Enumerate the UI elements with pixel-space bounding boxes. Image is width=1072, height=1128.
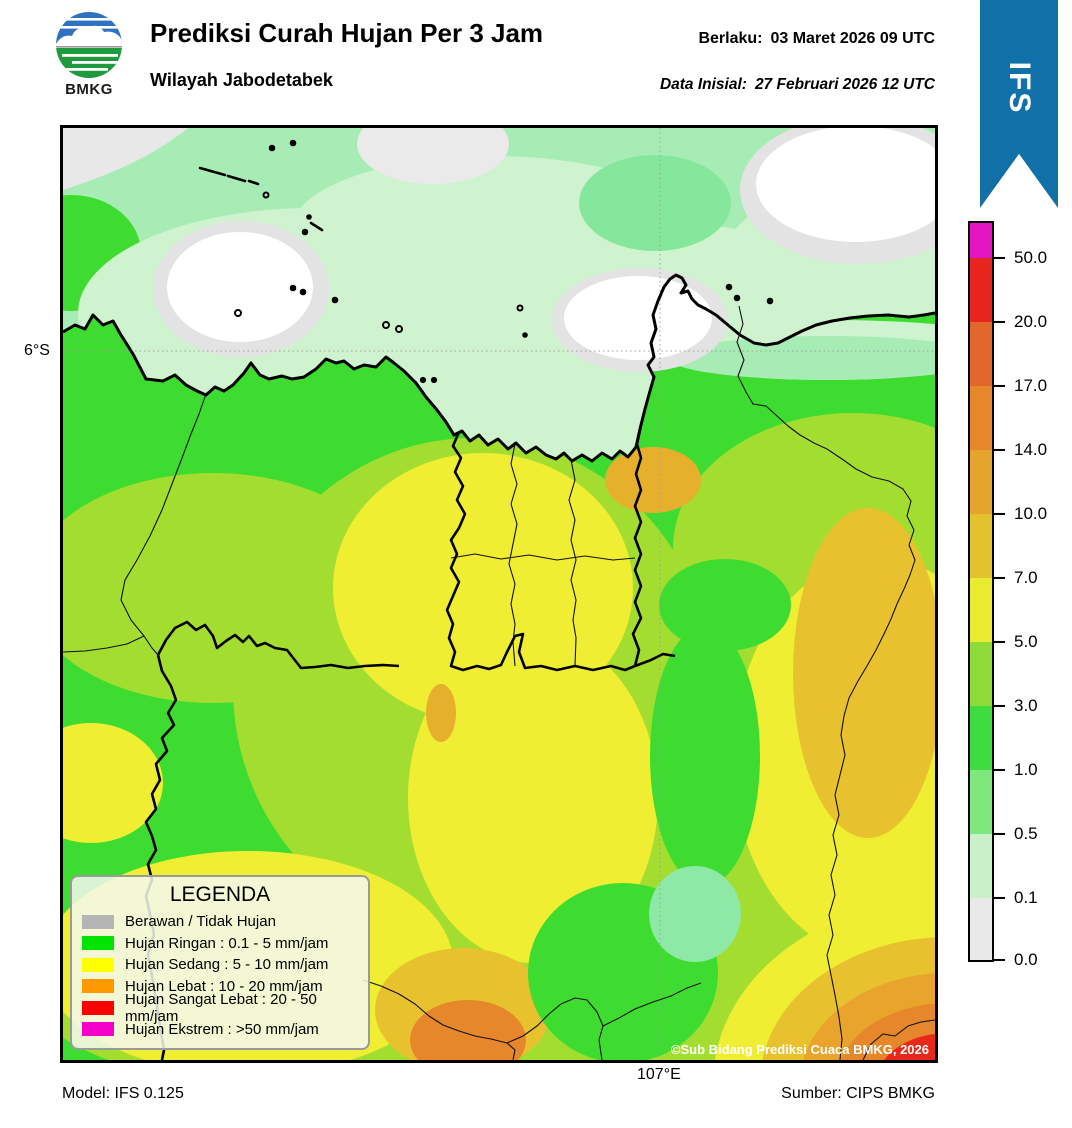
- legend-item: Berawan / Tidak Hujan: [82, 911, 358, 933]
- colorbar-tick-label: 3.0: [1014, 696, 1038, 715]
- initial-data-time: Data Inisial: 27 Februari 2026 12 UTC: [660, 76, 935, 94]
- page-subtitle: Wilayah Jabodetabek: [150, 70, 333, 90]
- colorbar-tick: [994, 641, 1005, 643]
- latitude-tick-label: 6°S: [24, 342, 50, 359]
- legend-title: LEGENDA: [169, 883, 271, 906]
- colorbar-tick-label: 1.0: [1014, 760, 1038, 779]
- colorbar-tick: [994, 321, 1005, 323]
- colorbar-tick: [994, 577, 1005, 579]
- legend-box: LEGENDA Berawan / Tidak Hujan Hujan Ringa…: [70, 875, 370, 1050]
- legend-item-label: Hujan Ringan : 0.1 - 5 mm/jam: [125, 934, 329, 952]
- legend-color-swatch: [82, 1000, 114, 1015]
- footer-source-info: Sumber: CIPS BMKG: [781, 1085, 935, 1102]
- colorbar-segment: [970, 450, 992, 514]
- colorbar-tick-label: 5.0: [1014, 632, 1038, 651]
- rainfall-colorbar: 50.0 20.0 17.0 14.0 10.0 7.0 5.0 3.0 1.0 0.5 0.1 0.…: [968, 221, 1072, 969]
- initial-data-label: Data Inisial:: [659, 76, 747, 93]
- legend-item: Hujan Ringan : 0.1 - 5 mm/jam: [82, 933, 358, 955]
- longitude-tick-label: 107°E: [637, 1066, 681, 1083]
- legend-item: Hujan Ekstrem : >50 mm/jam: [82, 1019, 358, 1041]
- colorbar-tick-label: 0.1: [1014, 888, 1038, 907]
- legend-color-swatch: [82, 1022, 114, 1037]
- colorbar-segment: [970, 258, 992, 322]
- coastline: [62, 273, 936, 463]
- colorbar-segment: [970, 322, 992, 386]
- colorbar-tick-label: 7.0: [1014, 568, 1038, 587]
- legend-item-label: Berawan / Tidak Hujan: [125, 913, 276, 931]
- islands: [198, 139, 774, 384]
- colorbar-tick: [994, 833, 1005, 835]
- rainfall-map: ©Sub Bidang Prediksi Cuaca BMKG, 2026 LE…: [1, 104, 1028, 1063]
- model-ribbon-text: IFS: [1003, 61, 1036, 115]
- colorbar-tick-label: 0.0: [1014, 950, 1038, 969]
- colorbar-segment: [970, 514, 992, 578]
- legend-item-label: Hujan Sangat Lebat : 20 - 50 mm/jam: [125, 990, 317, 1025]
- colorbar-segment: [970, 834, 992, 898]
- colorbar-tick: [994, 385, 1005, 387]
- page-title: Prediksi Curah Hujan Per 3 Jam: [150, 18, 544, 48]
- legend-item: Hujan Lebat : 10 - 20 mm/jam: [82, 976, 358, 998]
- legend-item: Hujan Sedang : 5 - 10 mm/jam: [82, 954, 358, 976]
- valid-time-label: Berlaku:: [698, 30, 763, 47]
- colorbar-segment: [970, 898, 992, 960]
- legend-item-label: Hujan Sedang : 5 - 10 mm/jam: [125, 956, 329, 974]
- colorbar-tick: [994, 959, 1005, 961]
- initial-data-value: 27 Februari 2026 12 UTC: [754, 76, 935, 93]
- valid-time-value: 03 Maret 2026 09 UTC: [770, 30, 935, 47]
- colorbar-tick: [994, 449, 1005, 451]
- bmkg-logo-icon: [56, 12, 122, 78]
- graticule: [63, 128, 935, 1060]
- colorbar-segment: [970, 578, 992, 642]
- colorbar-tick-label: 0.5: [1014, 824, 1038, 843]
- colorbar-segment: [970, 770, 992, 834]
- bmkg-logo: BMKG: [52, 10, 126, 112]
- colorbar-tick-label: 10.0: [1014, 504, 1048, 523]
- colorbar-segment: [970, 223, 992, 258]
- admin-boundaries-thin: [62, 305, 936, 1061]
- colorbar-tick-label: 20.0: [1014, 312, 1048, 331]
- colorbar-tick-label: 17.0: [1014, 376, 1048, 395]
- rainfall-map-canvas: ©Sub Bidang Prediksi Cuaca BMKG, 2026: [1, 104, 1028, 1061]
- valid-time: Berlaku: 03 Maret 2026 09 UTC: [698, 30, 935, 48]
- legend-items: Berawan / Tidak Hujan Hujan Ringan : 0.1 …: [82, 911, 358, 1040]
- colorbar-segment: [970, 706, 992, 770]
- legend-color-swatch: [82, 979, 114, 994]
- colorbar-segment: [970, 386, 992, 450]
- footer-model-info: Model: IFS 0.125: [62, 1085, 184, 1102]
- map-copyright: ©Sub Bidang Prediksi Cuaca BMKG, 2026: [671, 1042, 929, 1057]
- colorbar-tick: [994, 257, 1005, 259]
- legend-item-label: Hujan Lebat : 10 - 20 mm/jam: [125, 977, 323, 995]
- colorbar-tick-label: 14.0: [1014, 440, 1048, 459]
- colorbar-gradient: [968, 221, 994, 962]
- legend-item: Hujan Sangat Lebat : 20 - 50 mm/jam: [82, 991, 358, 1025]
- legend-color-swatch: [82, 936, 114, 951]
- colorbar-tick: [994, 897, 1005, 899]
- legend-color-swatch: [82, 957, 114, 972]
- colorbar-tick: [994, 705, 1005, 707]
- colorbar-tick: [994, 513, 1005, 515]
- legend-item-label: Hujan Ekstrem : >50 mm/jam: [125, 1020, 319, 1038]
- model-ribbon: IFS: [980, 0, 1058, 208]
- bmkg-logo-text: BMKG: [65, 81, 113, 98]
- colorbar-tick: [994, 769, 1005, 771]
- legend-color-swatch: [82, 914, 114, 929]
- colorbar-tick-label: 50.0: [1014, 248, 1048, 267]
- colorbar-segment: [970, 642, 992, 706]
